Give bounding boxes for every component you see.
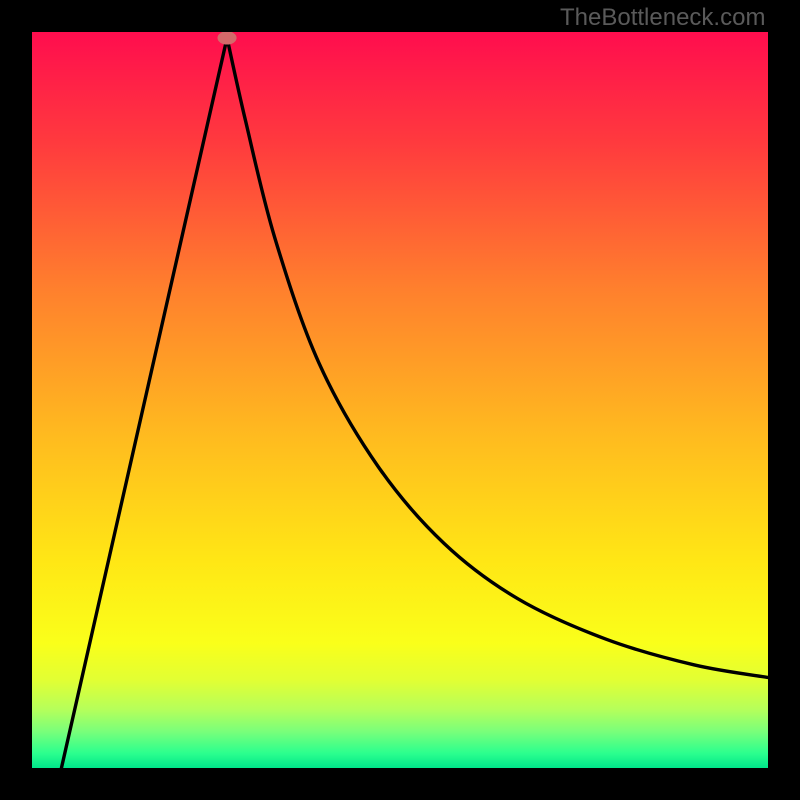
plot-area — [32, 32, 768, 768]
gradient-background — [32, 32, 768, 768]
chart-svg — [32, 32, 768, 768]
watermark-text: TheBottleneck.com — [560, 4, 765, 32]
